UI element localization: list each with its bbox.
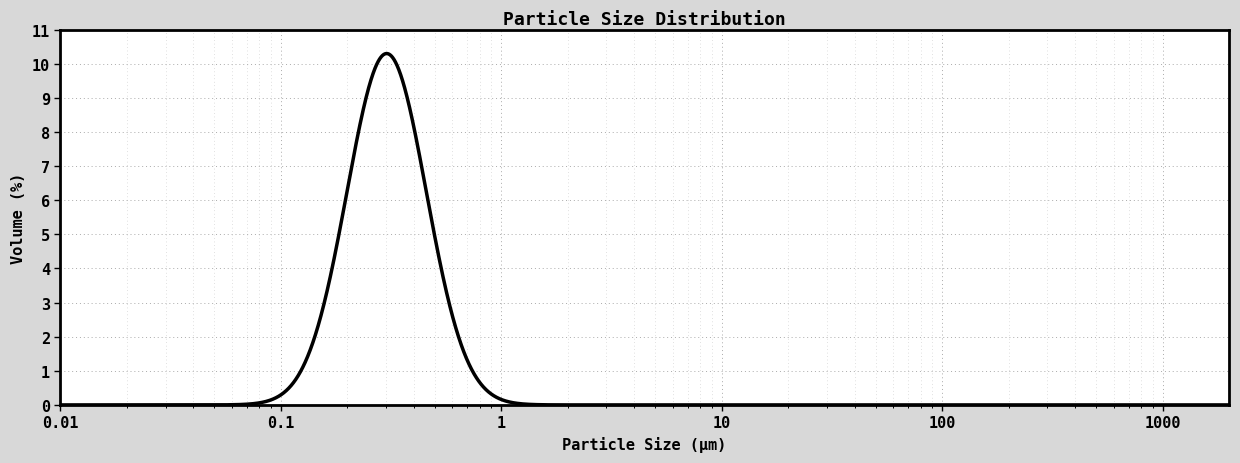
Y-axis label: Volume (%): Volume (%) [11, 172, 26, 263]
X-axis label: Particle Size (μm): Particle Size (μm) [563, 436, 727, 452]
Title: Particle Size Distribution: Particle Size Distribution [503, 11, 786, 29]
